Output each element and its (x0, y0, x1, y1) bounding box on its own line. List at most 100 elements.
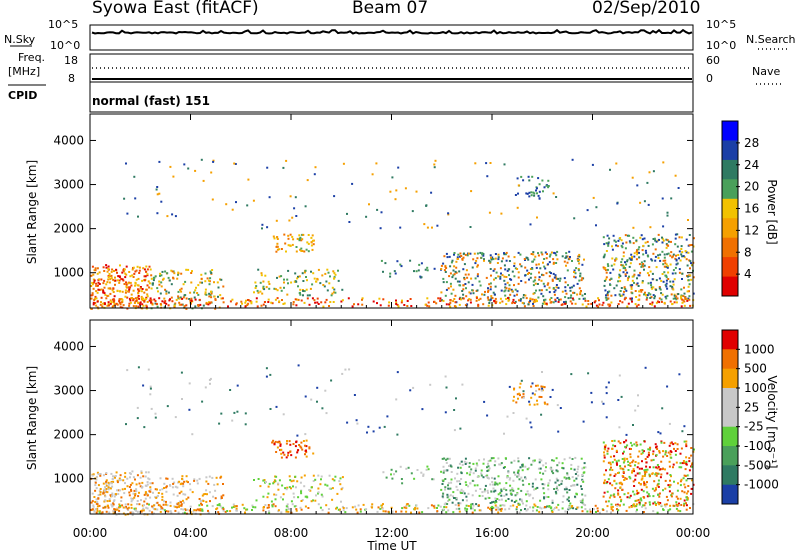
echo-cell (611, 245, 613, 248)
echo-cell (681, 278, 683, 280)
echo-cell (608, 496, 611, 499)
echo-cell (629, 258, 632, 261)
echo-cell (262, 280, 265, 283)
echo-cell (108, 273, 111, 275)
echo-cell (609, 463, 612, 466)
echo-cell (635, 499, 638, 502)
echo-cell (341, 299, 344, 302)
echo-cell (641, 460, 643, 463)
echo-cell (316, 386, 319, 389)
echo-cell (296, 434, 299, 437)
echo-cell (183, 163, 186, 166)
echo-cell (153, 507, 156, 510)
echo-cell (554, 298, 557, 301)
echo-cell (107, 265, 110, 268)
echo-cell (534, 487, 537, 490)
echo-cell (512, 504, 515, 507)
echo-cell (202, 500, 205, 502)
echo-cell (185, 498, 188, 501)
echo-cell (621, 264, 624, 267)
echo-cell (317, 487, 320, 490)
echo-cell (122, 479, 125, 482)
echo-cell (672, 253, 675, 256)
echo-cell (276, 441, 279, 444)
echo-cell (558, 484, 561, 487)
echo-cell (471, 289, 474, 292)
echo-cell (576, 506, 579, 509)
echo-cell (467, 252, 470, 255)
echo-cell (625, 477, 628, 480)
echo-cell (144, 475, 147, 478)
echo-cell (540, 389, 543, 392)
echo-cell (196, 508, 199, 511)
echo-cell (338, 480, 341, 483)
echo-cell (148, 299, 151, 302)
echo-cell (620, 498, 623, 501)
echo-cell (552, 459, 555, 462)
echo-cell (668, 422, 671, 425)
echo-cell (95, 502, 98, 505)
echo-cell (143, 504, 145, 507)
echo-cell (620, 482, 623, 485)
echo-cell (464, 463, 467, 465)
echo-cell (683, 483, 686, 486)
echo-cell (156, 212, 159, 215)
echo-cell (664, 259, 667, 262)
echo-cell (135, 269, 138, 272)
echo-cell (304, 205, 307, 208)
echo-cell (570, 485, 573, 487)
echo-cell (670, 441, 673, 444)
echo-cell (139, 485, 142, 488)
echo-cell (133, 272, 136, 275)
echo-cell (531, 382, 534, 385)
echo-cell (289, 479, 292, 482)
echo-cell (682, 295, 685, 298)
echo-cell (458, 462, 461, 465)
echo-cell (112, 509, 115, 512)
echo-cell (491, 256, 494, 259)
echo-cell (617, 399, 620, 401)
echo-cell (632, 242, 635, 245)
echo-cell (632, 226, 635, 229)
echo-cell (602, 236, 605, 239)
echo-cell (566, 498, 569, 501)
echo-cell (443, 506, 446, 508)
echo-cell (430, 191, 433, 194)
echo-cell (642, 450, 645, 453)
echo-cell (657, 479, 660, 482)
echo-cell (299, 481, 302, 484)
echo-cell (110, 482, 113, 485)
echo-cell (96, 300, 99, 303)
echo-cell (118, 477, 121, 480)
echo-cell (320, 301, 323, 304)
echo-cell (529, 300, 532, 303)
echo-cell (467, 505, 470, 507)
echo-cell (307, 242, 310, 245)
echo-cell (339, 477, 342, 480)
echo-cell (156, 508, 159, 511)
echo-cell (553, 291, 556, 293)
echo-cell (677, 187, 680, 189)
echo-cell (149, 496, 152, 499)
echo-cell (661, 468, 664, 471)
echo-cell (517, 282, 520, 285)
echo-cell (465, 269, 468, 272)
echo-cell (107, 267, 110, 270)
echo-cell (165, 302, 168, 305)
echo-cell (487, 491, 489, 494)
echo-cell (143, 493, 146, 496)
echo-cell (487, 298, 490, 301)
echo-cell (300, 490, 302, 493)
echo-cell (693, 448, 695, 451)
echo-cell (631, 176, 634, 179)
cpid-label: CPID (8, 89, 37, 102)
echo-cell (651, 472, 654, 475)
echo-cell (111, 485, 114, 488)
echo-cell (462, 297, 465, 300)
echo-cell (555, 477, 558, 480)
echo-cell (128, 486, 131, 488)
echo-cell (434, 159, 437, 162)
echo-cell (692, 237, 695, 240)
echo-cell (98, 511, 101, 514)
echo-cell (680, 236, 683, 239)
